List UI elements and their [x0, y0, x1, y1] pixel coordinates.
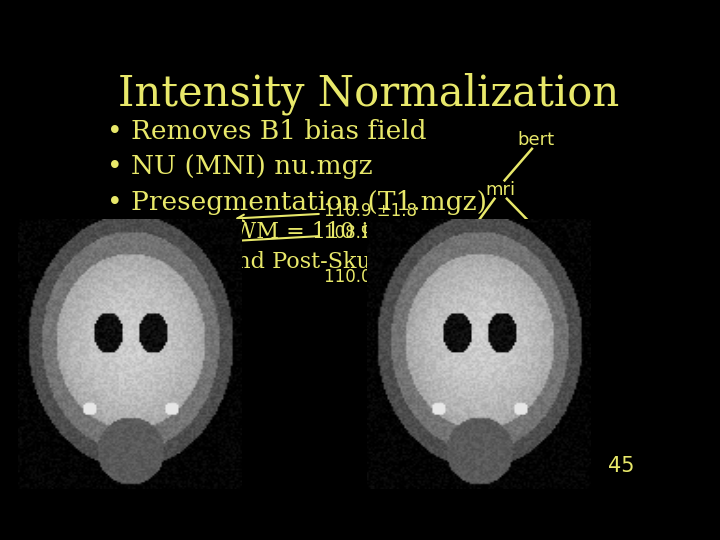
Text: nu.mgz: nu.mgz [526, 241, 592, 259]
Text: • NU (MNI) nu.mgz: • NU (MNI) nu.mgz [107, 154, 372, 179]
Text: T1.mgz: T1.mgz [431, 445, 508, 464]
Text: •   Pre- and Post-Skull Strip: • Pre- and Post-Skull Strip [135, 251, 448, 273]
Text: T1.mgz: T1.mgz [420, 241, 486, 259]
Text: 110.9 ±1.8: 110.9 ±1.8 [238, 202, 418, 221]
Text: nu.mgz: nu.mgz [156, 445, 234, 464]
Text: • Presegmentation (T1.mgz): • Presegmentation (T1.mgz) [107, 190, 487, 214]
Text: •   Most WM = 110 intensity: • Most WM = 110 intensity [135, 221, 459, 243]
Text: 45: 45 [608, 456, 634, 476]
Text: mri: mri [485, 180, 516, 199]
Text: • Removes B1 bias field: • Removes B1 bias field [107, 119, 426, 144]
Text: bert: bert [518, 131, 555, 149]
Text: 108.9 ±1.5: 108.9 ±1.5 [229, 224, 417, 244]
Text: 110.0 ±0.0: 110.0 ±0.0 [324, 254, 454, 286]
Text: Intensity Normalization: Intensity Normalization [118, 73, 620, 115]
